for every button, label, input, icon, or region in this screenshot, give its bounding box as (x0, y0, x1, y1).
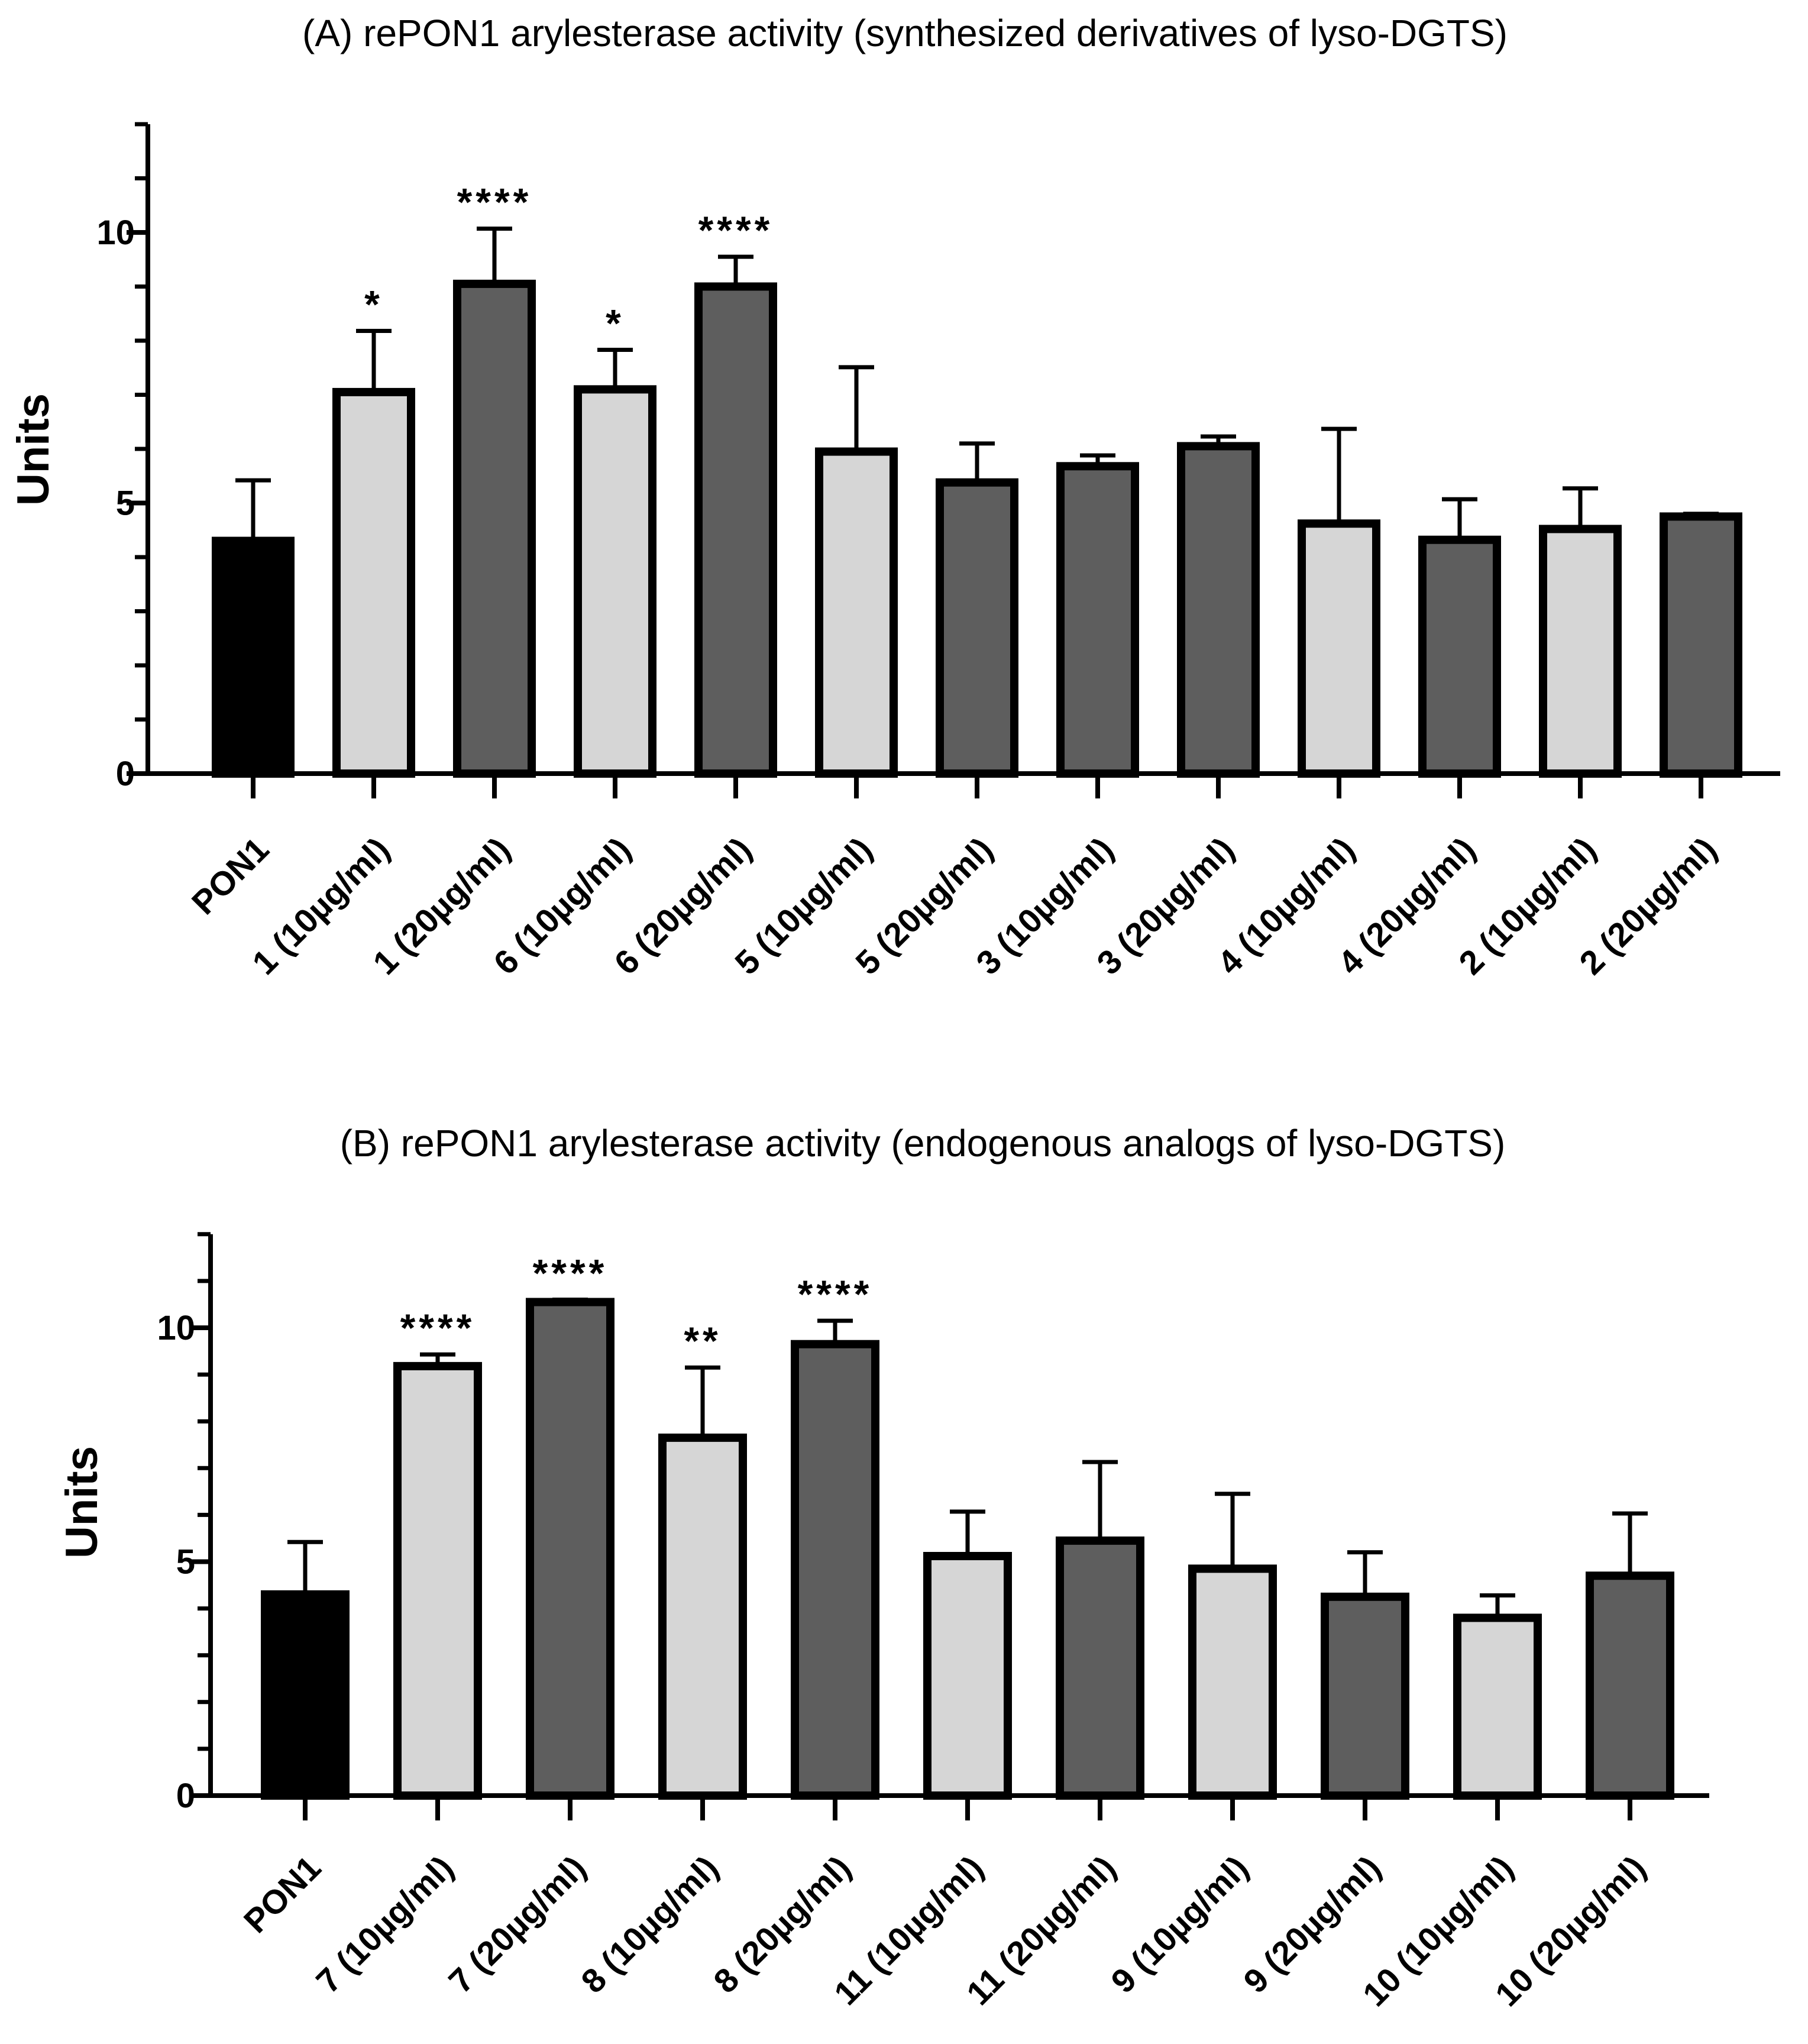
panel-b-bar (1188, 1564, 1277, 1800)
panel-b-significance-label: **** (533, 1251, 608, 1295)
panel-a-bar (332, 387, 415, 778)
panel-a-bar (1660, 512, 1742, 778)
panel-a-category-label: PON1 (185, 830, 276, 922)
panel-a-bar (694, 282, 777, 778)
panel-a-significance-label: * (364, 283, 383, 326)
panel-b-bar (393, 1361, 482, 1800)
panel-a-bar (936, 478, 1018, 778)
panel-b-bar (526, 1298, 614, 1800)
panel-b-bar (791, 1340, 879, 1800)
panel-b-chart: (B) rePON1 arylesterase activity (endoge… (57, 1122, 1709, 2014)
panel-b-significance-label: **** (400, 1306, 476, 1350)
panel-a-bar (1539, 525, 1622, 778)
panel-a-bar (1418, 535, 1501, 778)
panel-a-bar (212, 536, 295, 778)
panel-a-bar (1177, 442, 1260, 778)
panel-a-significance-label: **** (698, 208, 774, 252)
panel-b-title: (B) rePON1 arylesterase activity (endoge… (340, 1122, 1506, 1165)
panel-b-significance-label: **** (798, 1272, 873, 1316)
panel-b-bar (923, 1552, 1012, 1800)
panel-b-bar (1453, 1613, 1542, 1800)
panel-a-bar (1298, 519, 1380, 778)
panel-a-y-tick-label: 5 (116, 484, 135, 523)
panel-b-significance-label: ** (684, 1319, 721, 1363)
panel-b-marks: PON1 **** 7 (10µg/ml) **** 7 (20µg/ml) ** 8 (1… (157, 1232, 1709, 2014)
panel-b-category-label: 7 (20µg/ml) (442, 1849, 594, 2001)
panel-b-category-label: 7 (10µg/ml) (309, 1849, 461, 2001)
panel-b-bar (1586, 1571, 1674, 1800)
panel-b-bar (261, 1590, 350, 1800)
panel-a-y-tick-label: 10 (96, 214, 135, 252)
panel-b-y-tick-label: 5 (176, 1543, 195, 1581)
panel-b-category-label: PON1 (237, 1849, 328, 1940)
panel-a-significance-label: **** (457, 180, 532, 224)
panel-a-bar (815, 447, 898, 778)
panel-a-marks: PON1*1 (10µg/ml)****1 (20µg/ml)*6 (10µg/… (96, 122, 1780, 982)
panel-b-bar (1056, 1536, 1144, 1800)
panel-a-bar (1056, 462, 1139, 778)
panel-a-title: (A) rePON1 arylesterase activity (synthe… (302, 12, 1508, 54)
panel-a-significance-label: * (606, 302, 625, 345)
panel-b-bar (658, 1433, 747, 1800)
panel-a-chart: (A) rePON1 arylesterase activity (synthe… (8, 12, 1780, 982)
panel-a-y-tick-label: 0 (116, 755, 135, 793)
panel-b-bar (1321, 1592, 1409, 1800)
panel-b-category-label: 9 (10µg/ml) (1104, 1849, 1256, 2001)
panel-b-y-tick-label: 10 (157, 1309, 195, 1347)
panel-a-y-axis-label: Units (8, 393, 59, 506)
panel-a-bar (453, 279, 536, 778)
panel-b-y-tick-label: 0 (176, 1777, 195, 1815)
panel-b-y-axis-label: Units (57, 1446, 107, 1558)
panel-a-bar (574, 385, 656, 778)
panel-b-category-label: 8 (10µg/ml) (574, 1849, 726, 2001)
